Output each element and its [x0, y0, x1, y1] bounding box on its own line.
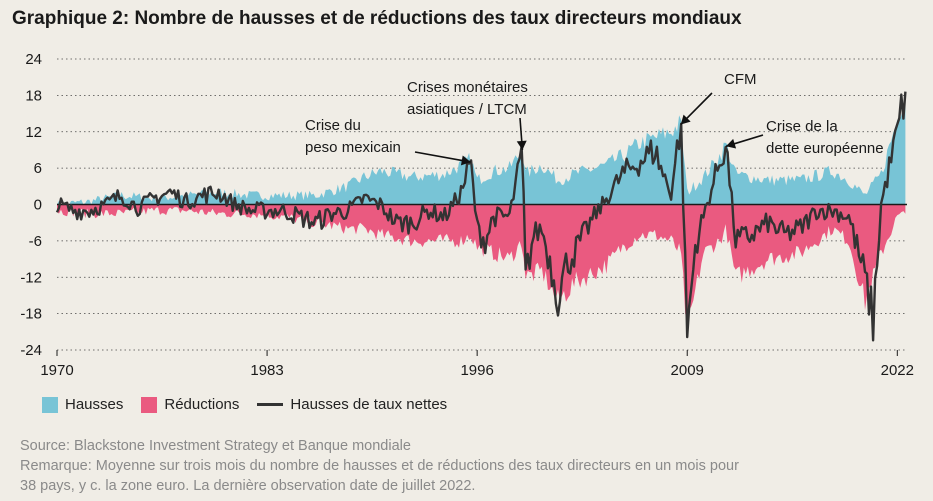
- footer-source: Source: Blackstone Investment Strategy e…: [20, 438, 411, 454]
- legend-swatch-nettes: [257, 403, 284, 406]
- legend-item-reductions: Réductions: [141, 396, 239, 413]
- net-line-layer: [55, 91, 907, 342]
- annotation-arrowhead: [516, 140, 527, 150]
- annotation-arrowhead: [726, 138, 737, 149]
- x-tick-label: 1996: [460, 362, 493, 379]
- area-reductions: [57, 204, 906, 318]
- annotation-label: Crise du: [305, 117, 361, 134]
- annotation-label: CFM: [724, 71, 757, 88]
- axis-layer: 24 18 12 6 0 -6 -12 -18 -24 1970 1983 1996 2009 2022: [20, 51, 914, 379]
- footer-note-line2: 38 pays, y c. la zone euro. La dernière …: [20, 478, 476, 494]
- annotation-label: asiatiques / LTCM: [407, 101, 527, 118]
- y-tick-label: -18: [20, 306, 42, 323]
- annotation-label: Crise de la: [766, 118, 838, 135]
- area-hausses: [57, 93, 906, 205]
- series-line-nettes: [55, 91, 907, 342]
- legend-item-nettes: Hausses de taux nettes: [257, 396, 447, 413]
- x-tick-label: 2009: [671, 362, 704, 379]
- x-tick-label: 1970: [40, 362, 73, 379]
- y-tick-label: -12: [20, 269, 42, 286]
- x-tick-label: 2022: [881, 362, 914, 379]
- x-tick-label: 1983: [250, 362, 283, 379]
- y-tick-label: -24: [20, 342, 42, 359]
- legend-label-reductions: Réductions: [164, 396, 240, 413]
- annotation-label: peso mexicain: [305, 139, 401, 156]
- legend-swatch-reductions: [141, 396, 158, 413]
- annotation-layer: Crise du peso mexicain Crises monétaires as…: [305, 71, 884, 166]
- y-tick-label: 24: [25, 51, 42, 68]
- legend-swatch-hausses: [42, 396, 58, 413]
- legend-item-hausses: Hausses: [42, 396, 123, 413]
- annotation-arrowhead: [680, 114, 691, 125]
- annotation-arrowhead: [460, 155, 471, 166]
- legend-label-hausses: Hausses: [65, 396, 124, 413]
- footer: Source: Blackstone Investment Strategy e…: [20, 436, 739, 496]
- footer-note-line1: Remarque: Moyenne sur trois mois du nomb…: [20, 458, 739, 474]
- y-tick-label: 6: [34, 160, 42, 177]
- y-tick-label: -6: [29, 233, 42, 250]
- y-tick-label: 12: [25, 124, 42, 141]
- y-tick-label: 0: [34, 197, 42, 214]
- chart-title: Graphique 2: Nombre de hausses et de réd…: [12, 8, 742, 29]
- annotation-arrow: [414, 151, 471, 163]
- y-tick-label: 18: [25, 87, 42, 104]
- area-layer: [57, 93, 906, 318]
- legend-label-nettes: Hausses de taux nettes: [290, 396, 448, 413]
- annotation-label: dette européenne: [766, 140, 884, 157]
- annotation-label: Crises monétaires: [407, 79, 528, 96]
- legend: Hausses Réductions Hausses de taux nette…: [42, 396, 465, 413]
